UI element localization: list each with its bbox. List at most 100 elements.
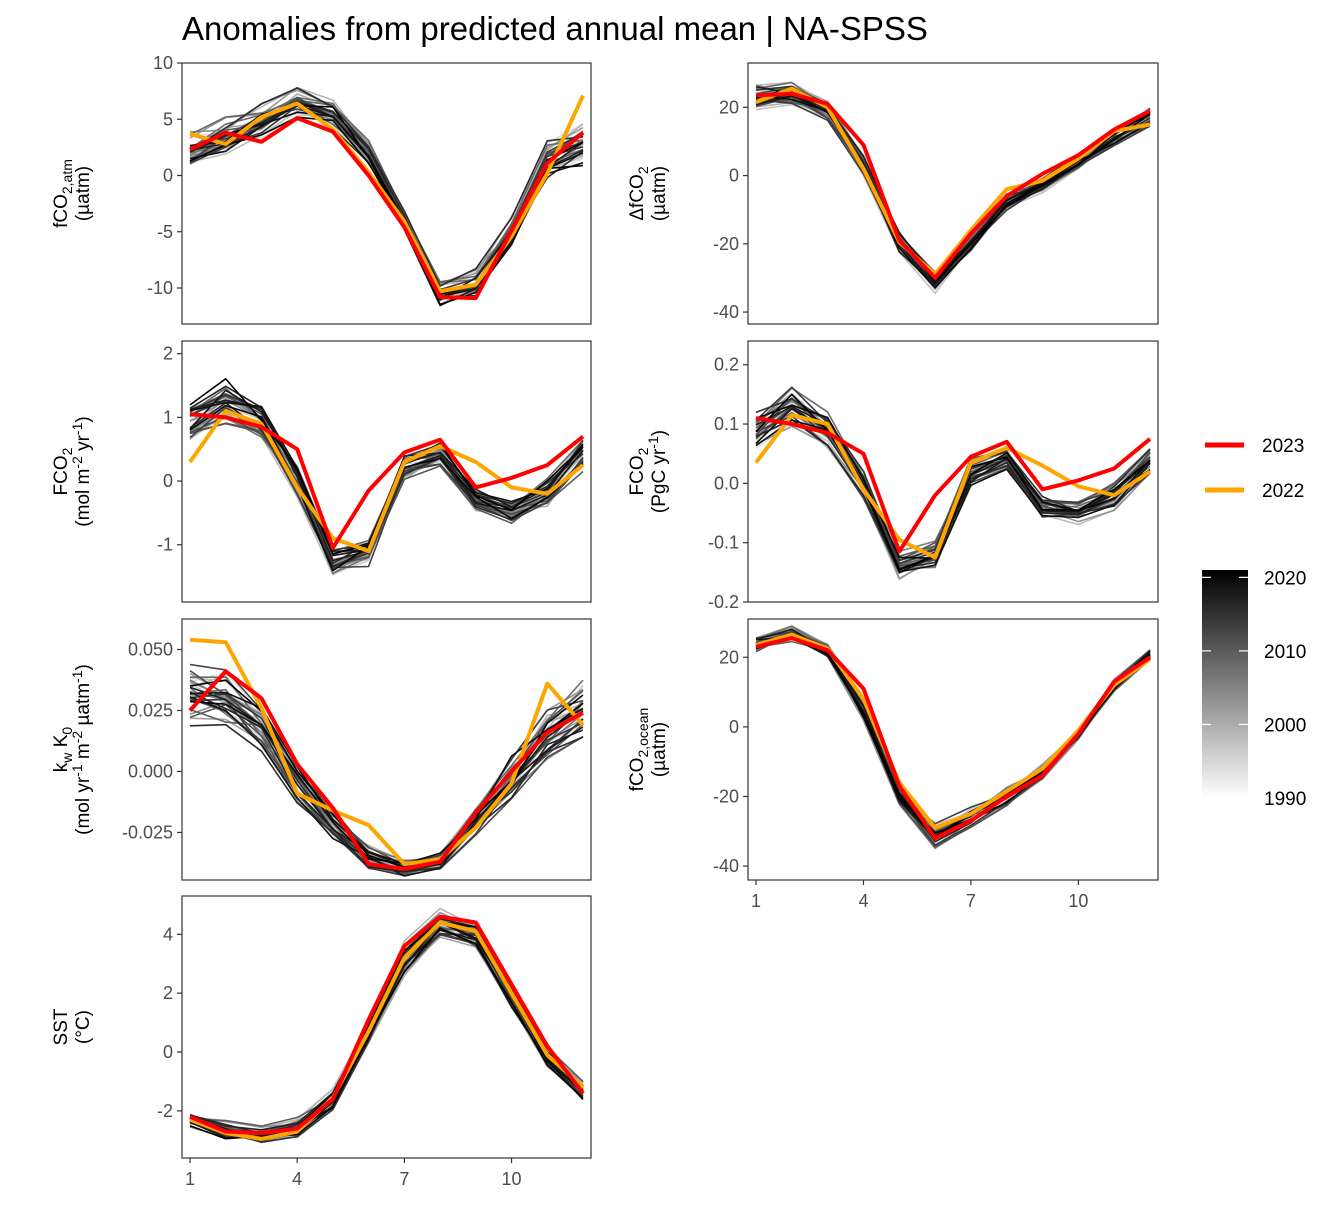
y-axis-label-part: SST [51, 1008, 72, 1045]
series-line-2022 [189, 94, 585, 294]
history-line-2000 [755, 631, 1151, 830]
history-line-1992 [755, 629, 1151, 834]
y-tick-label: 0 [163, 166, 173, 186]
history-line-2008 [755, 631, 1151, 837]
y-tick-label: -5 [157, 222, 173, 242]
y-axis-label-part: -2 [69, 731, 85, 744]
y-tick-label: -0.1 [708, 533, 739, 553]
panel-border [181, 895, 592, 1159]
panel-border [181, 62, 592, 325]
y-axis-label: fCO2,ocean(µatm) [627, 708, 670, 792]
history-line-2009 [189, 422, 584, 567]
y-axis-label-part: FCO [51, 455, 72, 495]
history-line-1991 [755, 631, 1151, 831]
colorbar [1202, 570, 1248, 798]
colorbar-label-1990: 1990 [1264, 789, 1306, 810]
panel-fco2-flux-integrated: -0.2 -0.1 0.0 0.1 0.2 FCO2(PgC yr-1) [627, 340, 1159, 612]
y-axis-label-part: (µatm) [73, 166, 94, 221]
y-axis-label-part: (µatm) [649, 166, 670, 221]
history-line-1993 [189, 411, 584, 575]
y-axis-label-line: (PgC yr-1) [645, 430, 670, 513]
history-line-2007 [755, 640, 1151, 838]
history-line-2017 [755, 628, 1151, 838]
history-line-2009 [189, 927, 584, 1134]
history-line-2020 [189, 116, 584, 306]
x-tick-label: 4 [858, 891, 868, 911]
history-line-1998 [189, 933, 584, 1138]
series-line-2022 [189, 920, 585, 1141]
y-axis-label: fCO2,atm(µatm) [51, 159, 94, 228]
history-line-2021 [189, 927, 584, 1140]
history-line-2014 [755, 633, 1151, 839]
y-tick-label: 0 [163, 1042, 173, 1062]
y-axis-label-part: (µatm) [649, 722, 670, 777]
history-line-2005 [189, 416, 584, 575]
y-axis-label-part: (PgC yr [649, 448, 670, 513]
y-axis-label: ΔfCO2(µatm) [627, 166, 670, 221]
history-line-1997 [189, 929, 584, 1142]
history-line-2010 [189, 926, 584, 1140]
y-axis-label: FCO2(PgC yr-1) [627, 430, 670, 513]
y-tick-label: 0.2 [714, 355, 739, 375]
y-axis-label-line: SST [51, 1008, 72, 1045]
y-axis-label-line: kw K0 [51, 727, 75, 773]
series-line-2023 [189, 914, 585, 1135]
series-line-2023 [755, 91, 1151, 280]
panel-fco2-atm: -10 -5 0 5 10 fCO2,atm(µatm) [51, 53, 592, 325]
history-line-1993 [189, 925, 584, 1141]
y-tick-label: -20 [713, 786, 739, 806]
x-tick-label: 7 [399, 1169, 409, 1189]
series-line-2022 [188, 409, 585, 554]
history-line-2021 [755, 636, 1151, 839]
y-tick-label: 5 [163, 109, 173, 129]
y-axis-label-part: -1 [69, 764, 85, 777]
y-axis-label-part: ) [73, 664, 94, 670]
history-line-2019 [755, 419, 1151, 573]
series-line-2022 [189, 637, 585, 867]
y-axis-label-part: 2 [59, 447, 75, 455]
y-tick-label: 4 [163, 924, 173, 944]
history-line-2020 [755, 633, 1151, 835]
history-line-2006 [189, 676, 584, 862]
x-tick-label: 10 [502, 1169, 522, 1189]
history-line-1994 [189, 929, 584, 1142]
history-line-2017 [189, 921, 584, 1140]
figure-title: Anomalies from predicted annual mean | N… [182, 10, 928, 47]
history-line-2019 [755, 635, 1151, 838]
history-line-2021 [189, 377, 584, 555]
y-tick-label: -40 [713, 302, 739, 322]
y-axis-label-part: 0 [59, 727, 75, 735]
y-axis-label-part: 2,ocean [635, 708, 651, 758]
history-line-2013 [755, 636, 1151, 846]
panel-sst: -2 0 2 4 1 4 7 10 SST (°C) [51, 895, 592, 1189]
y-tick-label: 0 [729, 717, 739, 737]
colorbar-label-2010: 2010 [1264, 642, 1306, 663]
history-line-2012 [755, 631, 1151, 825]
colorbar-label-2020: 2020 [1264, 568, 1306, 589]
legend-label-2023: 2023 [1262, 436, 1304, 457]
y-axis-label-line: ΔfCO2 [627, 166, 651, 220]
y-axis-label-line: fCO2,atm [51, 159, 75, 228]
history-lines [755, 386, 1151, 581]
history-line-2012 [755, 415, 1151, 574]
y-tick-label: -0.2 [708, 592, 739, 612]
history-line-2011 [189, 933, 584, 1138]
y-tick-label: 2 [163, 344, 173, 364]
y-tick-label: 1 [163, 407, 173, 427]
history-line-2014 [189, 932, 584, 1144]
y-axis-label-line: fCO2,ocean [627, 708, 651, 792]
history-line-2016 [755, 634, 1151, 835]
y-axis-label-line: (µatm) [649, 722, 670, 777]
history-line-2011 [755, 630, 1151, 840]
y-axis-label: SST (°C) [51, 1008, 94, 1045]
y-axis-label-line: (µatm) [649, 166, 670, 221]
y-axis-label-part: µatm [73, 683, 94, 731]
panel-kw-k0: -0.025 0.000 0.025 0.050 kw K0(mol yr-1 m-2 … [51, 618, 592, 881]
y-axis-label-part: fCO [627, 758, 648, 792]
y-tick-label: 0.050 [128, 639, 173, 659]
y-axis-label-part: ) [73, 416, 94, 422]
legend-label-2022: 2022 [1262, 481, 1304, 502]
y-tick-label: 0 [163, 471, 173, 491]
history-line-2018 [189, 929, 584, 1139]
